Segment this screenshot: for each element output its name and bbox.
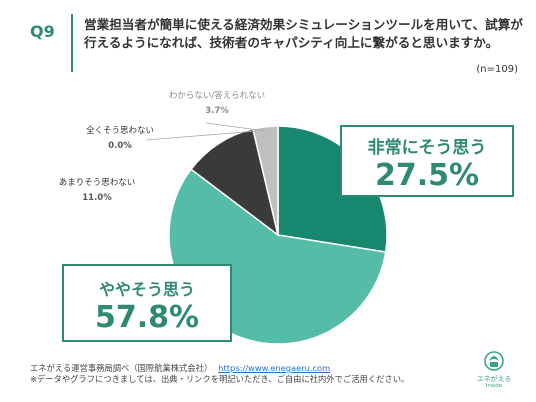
question-text: 営業担当者が簡単に使える経済効果シミュレーションツールを用いて、試算が行えるよう… <box>84 17 523 50</box>
logo-name: エネがえる <box>476 375 512 383</box>
logo-sub: Inside <box>485 383 503 389</box>
callout-somewhat-agree-label: ややそう思う <box>98 280 195 299</box>
label-not-really-value: 11.0% <box>82 193 112 203</box>
label-dont-know: わからない/答えられない 3.7% <box>154 89 280 119</box>
label-dont-know-text: わからない/答えられない <box>168 91 266 101</box>
leader-lines <box>145 122 267 141</box>
callout-strongly-agree-label: 非常にそう思う <box>367 138 487 158</box>
callout-strongly-agree: 非常にそう思う 27.5% <box>340 125 514 197</box>
logo-mark-icon <box>484 351 504 371</box>
label-not-at-all-text: 全くそう思わない <box>85 126 154 136</box>
footer-note: ※データやグラフにつきましては、出典・リンクを明記いただき、ご自由に社内外でご活… <box>30 374 410 384</box>
leader-line-dontknow <box>205 122 267 132</box>
footer-source-line: エネがえる運営事務局調べ（国際航業株式会社） https://www.enegae… <box>30 363 409 374</box>
callout-somewhat-agree: ややそう思う 57.8% <box>62 264 232 342</box>
label-not-at-all-value: 0.0% <box>108 141 132 151</box>
callout-somewhat-agree-value: 57.8% <box>94 300 200 335</box>
question-divider <box>71 14 73 72</box>
leader-line-never <box>145 130 258 141</box>
label-not-at-all: 全くそう思わない 0.0% <box>70 124 170 154</box>
callout-strongly-agree-value: 27.5% <box>374 158 480 193</box>
logo: エネがえる Inside <box>473 349 515 389</box>
footer-link[interactable]: https://www.enegaeru.com <box>218 363 331 373</box>
label-dont-know-value: 3.7% <box>205 106 229 116</box>
question-number: Q9 <box>30 22 55 41</box>
label-not-really: あまりそう思わない 11.0% <box>42 176 152 206</box>
footer-source: エネがえる運営事務局調べ（国際航業株式会社） <box>30 363 213 373</box>
footer: エネがえる運営事務局調べ（国際航業株式会社） https://www.enegae… <box>30 363 409 385</box>
label-not-really-text: あまりそう思わない <box>58 178 136 188</box>
sample-size: (n=109) <box>476 64 518 75</box>
